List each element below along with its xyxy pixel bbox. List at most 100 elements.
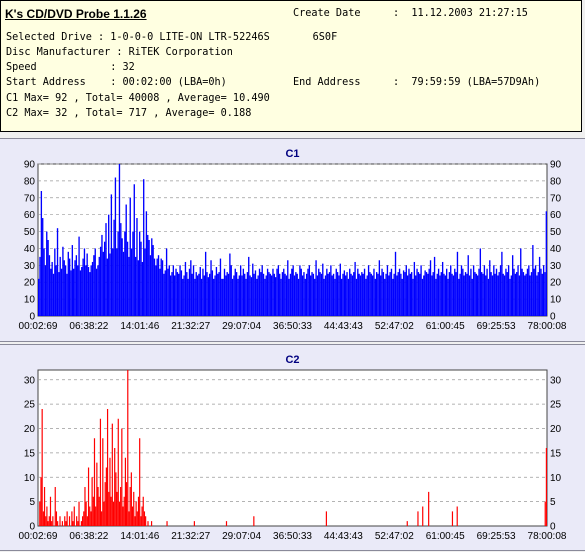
bar (165, 248, 168, 316)
bar (86, 516, 88, 526)
bar (188, 268, 191, 316)
app-title: K's CD/DVD Probe 1.1.26 (5, 7, 147, 21)
bar (124, 457, 127, 526)
bar (423, 275, 425, 316)
bar (178, 273, 180, 316)
bar (451, 273, 453, 316)
bar (246, 272, 249, 316)
bar (73, 506, 75, 526)
x-tick-label: 29:07:04 (222, 321, 261, 332)
bar (443, 273, 445, 316)
bar (431, 275, 433, 316)
bar (207, 277, 210, 316)
bar (450, 265, 452, 316)
bar (415, 275, 417, 316)
y-tick-label-left: 0 (29, 312, 35, 323)
bar (529, 275, 531, 316)
bar (39, 256, 41, 316)
bar (174, 275, 176, 316)
bar (133, 491, 135, 527)
bar (64, 265, 67, 316)
bar (124, 231, 126, 316)
bar (433, 256, 436, 316)
bar (111, 423, 113, 527)
bar (538, 256, 541, 316)
create-date-label: Create Date (293, 8, 361, 19)
bar (195, 272, 197, 316)
y-tick-label-left: 25 (24, 400, 36, 411)
bar (393, 273, 395, 316)
bar (57, 521, 59, 527)
end-address-value: : 79:59:59 (LBA=57D9Ah) (393, 77, 541, 88)
bar (121, 428, 123, 526)
bar (320, 273, 323, 316)
bar (157, 255, 160, 316)
bar (94, 248, 96, 316)
bar (135, 501, 137, 527)
bar (400, 273, 402, 316)
bar (389, 272, 391, 316)
bar (82, 258, 84, 316)
bar (526, 268, 529, 316)
bar (351, 275, 354, 316)
bar (466, 273, 468, 316)
y-tick-label-left: 10 (24, 295, 36, 306)
bar (104, 482, 106, 527)
x-tick-label: 78:00:08 (528, 531, 567, 542)
bar (493, 265, 495, 316)
bar (179, 265, 181, 316)
bar (281, 272, 284, 316)
bar (51, 261, 53, 316)
bar (175, 268, 177, 316)
y-tick-label-right: 30 (550, 261, 562, 272)
bar (116, 248, 118, 316)
y-tick-label-left: 30 (24, 261, 36, 272)
bar (166, 521, 168, 527)
y-tick-label-right: 70 (550, 193, 562, 204)
bar (130, 248, 133, 316)
bar (77, 521, 79, 527)
x-tick-label: 00:02:69 (19, 321, 58, 332)
bar (48, 255, 51, 316)
bar (50, 268, 52, 316)
bar (545, 448, 547, 526)
bar (544, 501, 546, 527)
bar (375, 272, 378, 316)
bar (176, 272, 179, 316)
bar (202, 268, 204, 316)
bar (428, 268, 430, 316)
bar (118, 501, 121, 527)
bar (190, 260, 192, 316)
bar (87, 267, 90, 316)
chart-title: C1 (285, 148, 299, 160)
c1-summary: C1 Max= 92 , Total= 40008 , Average= 10.… (6, 93, 270, 104)
bar (187, 278, 189, 316)
bar (521, 268, 523, 316)
bar (54, 248, 56, 316)
bar (357, 268, 359, 316)
bar (66, 273, 68, 316)
bar (470, 268, 472, 316)
bar (168, 265, 170, 316)
bar (109, 253, 111, 316)
bar (490, 272, 492, 316)
bar (46, 506, 48, 526)
bar (159, 268, 161, 316)
bar (514, 273, 517, 316)
bar (545, 211, 547, 316)
bar (432, 272, 434, 316)
x-tick-label: 21:32:27 (171, 321, 210, 332)
bar (90, 265, 92, 316)
bar (233, 275, 235, 316)
bar (499, 265, 502, 316)
bar (206, 272, 208, 316)
bar (507, 265, 510, 316)
bar (117, 231, 119, 316)
bar (143, 511, 146, 527)
bar (268, 272, 270, 316)
bar (171, 272, 173, 316)
bar (122, 251, 125, 316)
y-tick-label-right: 90 (550, 160, 562, 171)
x-tick-label: 36:50:33 (273, 531, 312, 542)
y-tick-label-right: 20 (550, 278, 562, 289)
